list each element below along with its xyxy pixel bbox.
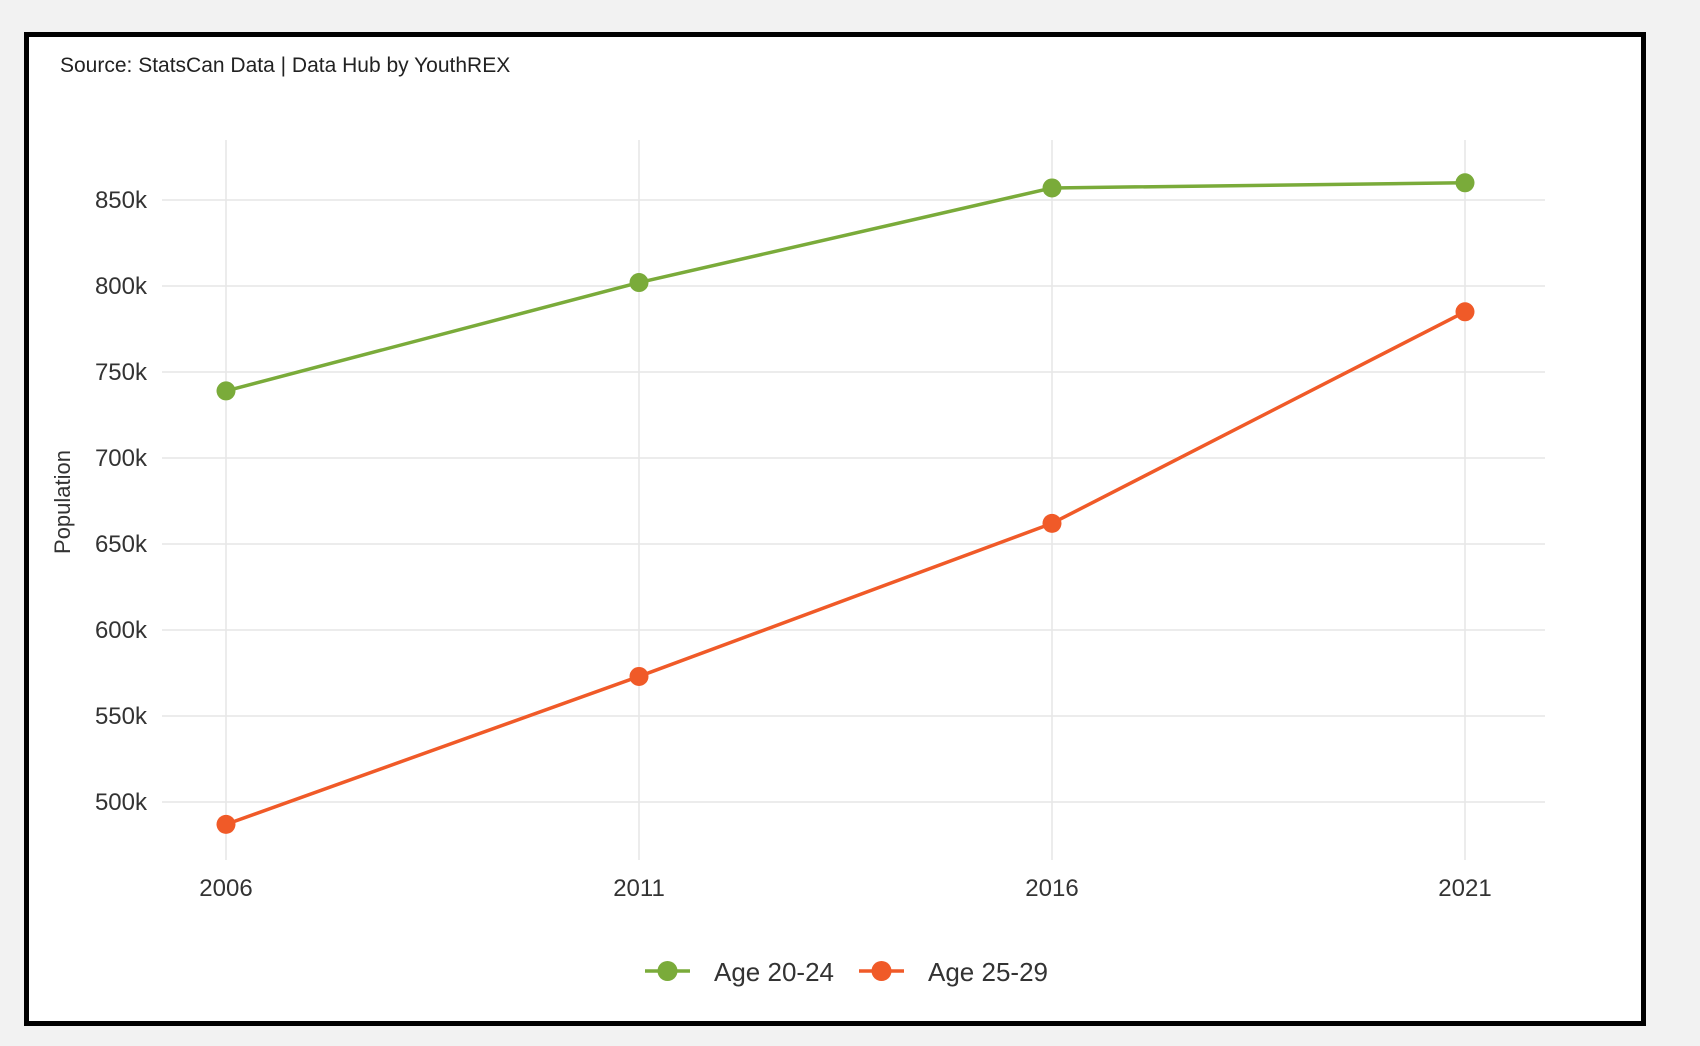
data-point[interactable] bbox=[629, 666, 649, 686]
series-2 bbox=[216, 302, 1475, 834]
y-tick-label: 750k bbox=[95, 359, 148, 386]
series-line bbox=[225, 181, 1466, 393]
grid-layer bbox=[162, 140, 1545, 860]
legend-label: Age 25-29 bbox=[928, 957, 1048, 987]
series-1 bbox=[216, 173, 1475, 401]
x-tick-label: 2021 bbox=[1438, 875, 1491, 902]
y-tick-label: 850k bbox=[95, 187, 148, 214]
data-point[interactable] bbox=[1042, 513, 1062, 533]
x-tick-label: 2016 bbox=[1025, 875, 1078, 902]
y-tick-labels: 500k 550k 600k 650k 700k 750k 800k 850k bbox=[95, 187, 148, 816]
x-tick-label: 2011 bbox=[613, 875, 665, 902]
legend[interactable]: Age 20-24 Age 25-29 bbox=[645, 957, 1048, 987]
data-point[interactable] bbox=[1042, 178, 1062, 198]
chart-frame bbox=[24, 32, 1646, 1026]
data-point[interactable] bbox=[216, 381, 236, 401]
legend-swatch-marker bbox=[657, 961, 678, 981]
x-tick-label: 2006 bbox=[199, 875, 252, 902]
y-tick-label: 650k bbox=[95, 531, 148, 558]
legend-label: Age 20-24 bbox=[714, 957, 834, 987]
y-tick-label: 800k bbox=[95, 273, 148, 300]
y-tick-label: 500k bbox=[95, 789, 148, 816]
y-tick-label: 550k bbox=[95, 703, 148, 730]
y-tick-label: 600k bbox=[95, 617, 148, 644]
data-point[interactable] bbox=[1455, 302, 1475, 322]
y-axis-title: Population bbox=[50, 450, 75, 554]
legend-item-1[interactable]: Age 20-24 bbox=[645, 957, 834, 987]
legend-item-2[interactable]: Age 25-29 bbox=[859, 957, 1048, 987]
source-label: Source: StatsCan Data | Data Hub by Yout… bbox=[60, 54, 511, 77]
data-point[interactable] bbox=[1455, 173, 1475, 193]
x-tick-labels: 2006 2011 2016 2021 bbox=[199, 875, 1491, 902]
data-point[interactable] bbox=[216, 814, 236, 834]
legend-swatch-marker bbox=[871, 961, 892, 981]
series-line bbox=[225, 310, 1466, 827]
y-tick-label: 700k bbox=[95, 445, 148, 472]
series-layer bbox=[216, 173, 1475, 834]
data-point[interactable] bbox=[629, 273, 649, 293]
